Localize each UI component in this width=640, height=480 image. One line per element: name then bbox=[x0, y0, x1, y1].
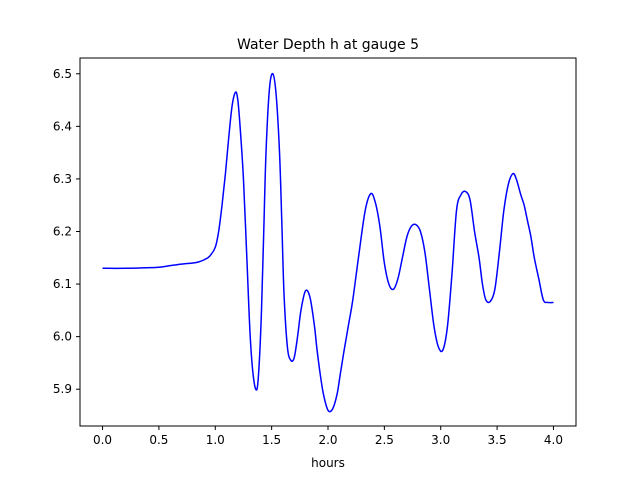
series-line-0 bbox=[102, 72, 554, 413]
y-tick-label: 6.2 bbox=[53, 224, 72, 238]
x-tick-label: 1.0 bbox=[206, 433, 225, 447]
plot-area bbox=[102, 72, 554, 413]
x-tick-label: 0.5 bbox=[149, 433, 168, 447]
y-tick-label: 6.3 bbox=[53, 172, 72, 186]
x-tick-label: 2.0 bbox=[318, 433, 337, 447]
x-tick-label: 3.0 bbox=[431, 433, 450, 447]
y-axis: 5.9 6.0 6.1 6.2 6.3 6.4 6.5 bbox=[53, 67, 80, 396]
y-tick-label: 6.5 bbox=[53, 67, 72, 81]
x-axis: 0.0 0.5 1.0 1.5 2.0 2.5 3.0 3.5 4.0 bbox=[93, 426, 563, 447]
y-tick-label: 6.0 bbox=[53, 330, 72, 344]
chart-title: Water Depth h at gauge 5 bbox=[237, 37, 419, 53]
y-tick-label: 5.9 bbox=[53, 382, 72, 396]
y-tick-label: 6.4 bbox=[53, 119, 72, 133]
x-tick-label: 4.0 bbox=[544, 433, 563, 447]
x-tick-label: 1.5 bbox=[262, 433, 281, 447]
x-tick-label: 0.0 bbox=[93, 433, 112, 447]
x-axis-label: hours bbox=[311, 456, 345, 470]
y-tick-label: 6.1 bbox=[53, 277, 72, 291]
x-tick-label: 3.5 bbox=[488, 433, 507, 447]
x-tick-label: 2.5 bbox=[375, 433, 394, 447]
